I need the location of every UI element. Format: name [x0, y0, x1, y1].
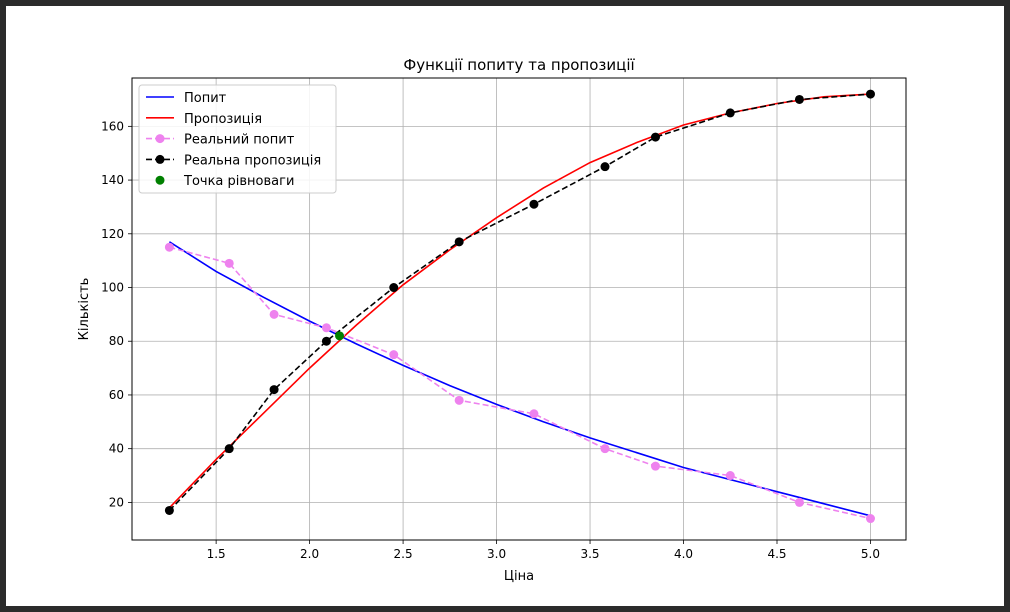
- y-tick-label: 140: [101, 173, 124, 187]
- legend-entry: Реальний попит: [146, 133, 295, 148]
- y-tick-label: 60: [109, 388, 124, 402]
- legend-box: [138, 84, 337, 194]
- legend-label: Реальний попит: [184, 133, 295, 148]
- x-tick-label: 2.0: [300, 547, 319, 561]
- y-tick-label: 40: [109, 442, 124, 456]
- x-tick-label: 4.5: [767, 547, 786, 561]
- legend-label: Пропозиція: [184, 112, 262, 127]
- legend-entry: Реальна пропозиція: [146, 153, 321, 168]
- data-point: [650, 132, 660, 142]
- x-axis-label: Ціна: [504, 569, 534, 584]
- y-axis-label: Кількість: [77, 278, 92, 341]
- y-tick-label: 80: [109, 334, 124, 348]
- legend-marker: [155, 134, 165, 144]
- legend-entry: Пропозиція: [146, 112, 262, 127]
- series-4: [335, 331, 345, 341]
- data-point: [164, 505, 174, 515]
- data-point: [600, 162, 610, 172]
- data-point: [269, 309, 279, 319]
- series-line: [169, 246, 871, 520]
- chart-title: Функції попиту та пропозиції: [403, 56, 635, 74]
- series-line: [168, 93, 871, 512]
- series-0: [168, 241, 871, 517]
- x-tick-label: 1.5: [207, 547, 226, 561]
- data-point: [335, 331, 345, 341]
- grid: [132, 78, 906, 540]
- legend-marker: [155, 175, 165, 185]
- data-point: [865, 514, 875, 524]
- series-layer: [164, 89, 875, 524]
- data-point: [454, 395, 464, 405]
- x-tick-label: 2.5: [394, 547, 413, 561]
- legend-label: Точка рівноваги: [183, 174, 294, 189]
- data-point: [650, 461, 660, 471]
- data-point: [321, 336, 331, 346]
- legend-marker: [155, 154, 165, 164]
- data-point: [269, 385, 279, 395]
- data-point: [725, 108, 735, 118]
- series-3: [164, 89, 875, 515]
- figure-window: Функції попиту та пропозиції 1.5 2.0 2.5 3.…: [6, 6, 1004, 606]
- legend-label: Реальна пропозиція: [184, 153, 321, 168]
- data-point: [529, 409, 539, 419]
- series-line: [168, 241, 871, 517]
- data-point: [794, 94, 804, 104]
- x-tick-label: 3.5: [580, 547, 599, 561]
- plot-frame: [131, 77, 907, 541]
- legend-label: Попит: [184, 91, 227, 106]
- y-tick-label: 100: [101, 281, 124, 295]
- y-tick-label: 20: [109, 495, 124, 509]
- y-axis-ticks: 20 40 60 80 100 120 140 160: [101, 119, 132, 509]
- data-point: [454, 237, 464, 247]
- data-point: [321, 323, 331, 333]
- data-point: [164, 242, 174, 252]
- x-tick-label: 3.0: [487, 547, 506, 561]
- data-point: [224, 258, 234, 268]
- legend-entry: Точка рівноваги: [155, 174, 294, 189]
- data-point: [389, 283, 399, 293]
- series-2: [164, 242, 875, 524]
- y-tick-label: 120: [101, 227, 124, 241]
- data-point: [725, 471, 735, 481]
- data-point: [389, 350, 399, 360]
- y-tick-label: 160: [101, 119, 124, 133]
- data-point: [600, 444, 610, 454]
- x-axis-ticks: 1.5 2.0 2.5 3.0 3.5 4.0 4.5 5.0: [207, 540, 880, 561]
- chart: Функції попиту та пропозиції 1.5 2.0 2.5 3.…: [77, 56, 907, 584]
- data-point: [865, 89, 875, 99]
- data-point: [529, 199, 539, 209]
- x-tick-label: 4.0: [674, 547, 693, 561]
- data-point: [224, 444, 234, 454]
- legend: Попит Пропозиція Реальний попит Реальна про…: [138, 84, 337, 194]
- x-tick-label: 5.0: [861, 547, 880, 561]
- legend-entry: Попит: [146, 91, 227, 106]
- data-point: [794, 497, 804, 507]
